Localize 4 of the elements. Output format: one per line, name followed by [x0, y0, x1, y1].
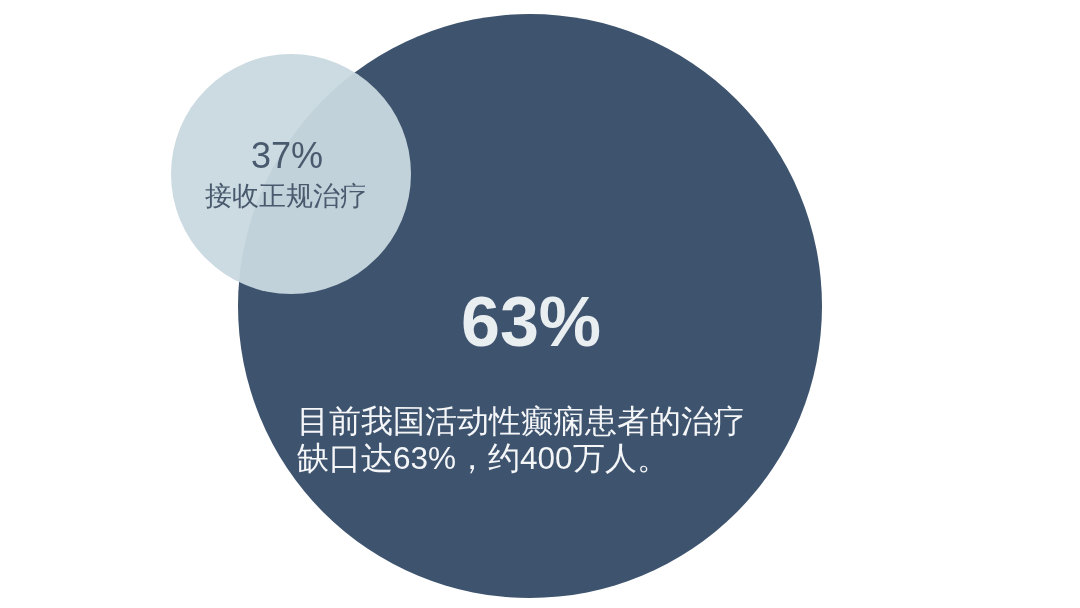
data-label: 37%	[250, 135, 324, 176]
category-label: 接收正规治疗	[205, 181, 367, 211]
text: 目前我国活动性癫痫患者的治疗缺口达63%，约400万人。	[297, 403, 745, 476]
data-label: 63%	[460, 283, 602, 361]
